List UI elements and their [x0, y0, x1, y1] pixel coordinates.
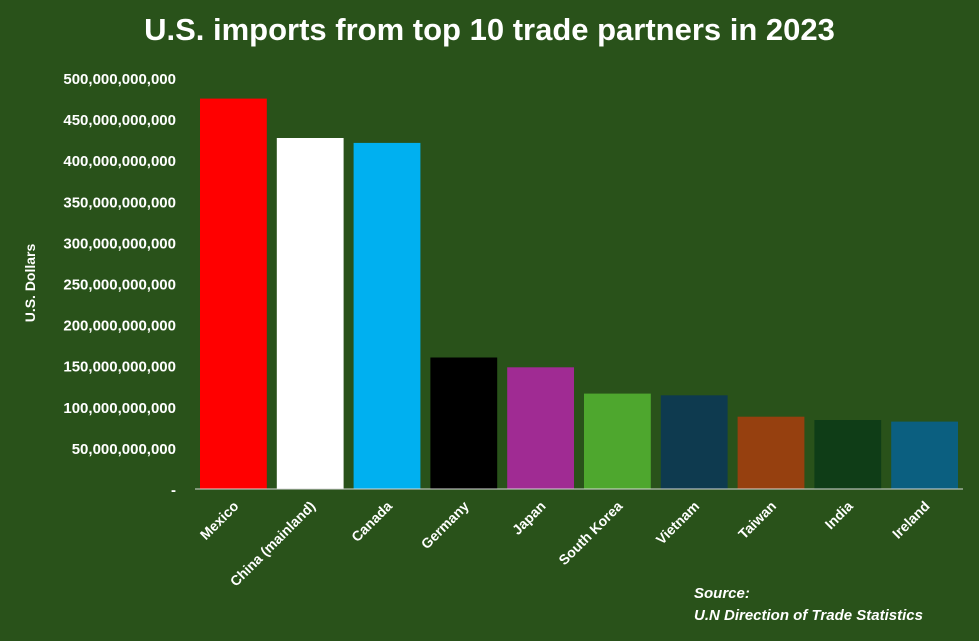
bar	[507, 367, 574, 489]
y-tick-label: -	[171, 482, 176, 499]
y-tick-label: 150,000,000,000	[63, 359, 176, 376]
bar	[814, 420, 882, 489]
y-tick-label: 350,000,000,000	[63, 194, 176, 211]
bar	[891, 421, 958, 489]
x-tick-label: South Korea	[555, 498, 625, 568]
bar	[584, 393, 651, 489]
bar	[200, 98, 267, 489]
y-tick-label: 500,000,000,000	[63, 71, 176, 88]
y-axis-ticks: - 50,000,000,000 100,000,000,000 150,000,00…	[63, 71, 176, 499]
x-tick-label: Taiwan	[735, 498, 779, 542]
bar	[276, 138, 344, 489]
source-note: Source: U.N Direction of Trade Statistic…	[694, 583, 923, 627]
y-tick-label: 450,000,000,000	[63, 112, 176, 129]
bars	[200, 98, 958, 489]
bar	[353, 142, 421, 489]
y-tick-label: 200,000,000,000	[63, 318, 176, 335]
y-tick-label: 250,000,000,000	[63, 277, 176, 294]
x-tick-label: Germany	[418, 498, 472, 552]
x-tick-label: Mexico	[197, 498, 242, 543]
bar	[430, 357, 498, 489]
y-tick-label: 300,000,000,000	[63, 235, 176, 252]
source-label: Source:	[694, 585, 750, 602]
x-tick-label: China (mainland)	[227, 498, 319, 590]
bar	[737, 416, 805, 489]
source-text: U.N Direction of Trade Statistics	[694, 607, 923, 624]
y-tick-label: 100,000,000,000	[63, 400, 176, 417]
chart-title: U.S. imports from top 10 trade partners …	[144, 12, 835, 47]
x-tick-label: India	[822, 498, 857, 533]
y-tick-label: 400,000,000,000	[63, 153, 176, 170]
bar	[660, 395, 728, 489]
y-tick-label: 50,000,000,000	[72, 441, 176, 458]
x-tick-label: Canada	[348, 498, 395, 545]
x-tick-label: Vietnam	[653, 498, 703, 548]
x-tick-label: Ireland	[889, 498, 933, 542]
x-tick-label: Japan	[509, 498, 549, 538]
